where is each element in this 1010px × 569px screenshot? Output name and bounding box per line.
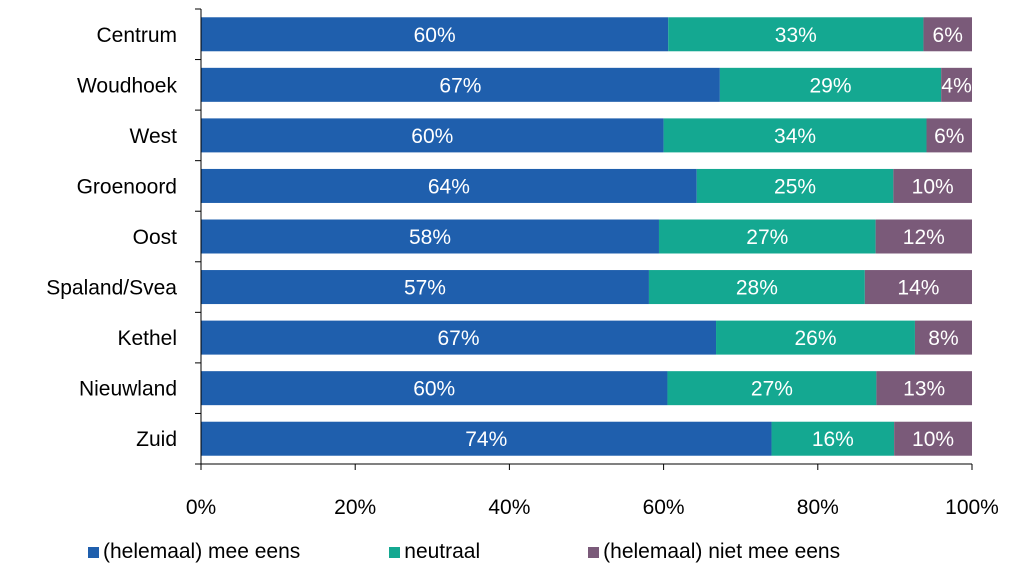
bar-segment-3-4 (893, 168, 972, 203)
bar-segment-1-6 (201, 270, 649, 305)
data-label: 13% (903, 378, 945, 401)
data-label: 60% (414, 24, 456, 47)
legend-label: (helemaal) mee eens (103, 540, 301, 563)
data-label: 34% (774, 125, 816, 148)
axes-group: Centrum Woudhoek West Groenoord Oost Spaland/… (46, 8, 999, 519)
legend: (helemaal) mee eens neutraal (helemaal) ni… (88, 537, 840, 567)
data-label: 16% (812, 428, 854, 451)
data-label: 67% (437, 327, 479, 350)
data-label: 10% (912, 175, 954, 198)
data-label: 29% (810, 74, 852, 97)
bar-segment-3-2 (941, 67, 972, 102)
x-tick-label: 80% (797, 496, 839, 519)
bar-segment-3-3 (926, 118, 972, 153)
legend-label: (helemaal) niet mee eens (603, 540, 841, 563)
bar-segment-1-8 (201, 371, 668, 406)
data-label: 6% (934, 125, 964, 148)
legend-item: (helemaal) mee eens (88, 540, 300, 564)
bar-segment-3-6 (864, 270, 972, 305)
bar-segment-3-5 (875, 219, 972, 254)
legend-swatch (389, 546, 401, 558)
x-tick-label: 60% (643, 496, 685, 519)
bar-segment-2-6 (648, 270, 865, 305)
legend-item: neutraal (389, 540, 480, 564)
bar-segment-2-4 (696, 168, 894, 203)
bar-segment-2-7 (716, 320, 915, 355)
category-label: Woudhoek (77, 74, 178, 97)
category-label: Nieuwland (79, 378, 177, 401)
category-label: Kethel (117, 327, 177, 350)
bar-segment-2-2 (719, 67, 942, 102)
data-label: 28% (736, 277, 778, 300)
bar-segment-1-4 (201, 168, 697, 203)
bar-segment-1-3 (201, 118, 664, 153)
data-label: 74% (465, 428, 507, 451)
data-label: 67% (439, 74, 481, 97)
category-label: Oost (133, 226, 178, 249)
bar-segment-1-1 (201, 17, 669, 52)
data-label: 64% (428, 175, 470, 198)
data-label: 27% (746, 226, 788, 249)
x-tick-label: 20% (334, 496, 376, 519)
data-label: 8% (928, 327, 958, 350)
bar-segment-2-1 (668, 17, 924, 52)
bar-segment-3-1 (923, 17, 972, 52)
data-label: 25% (774, 175, 816, 198)
category-label: West (130, 125, 178, 148)
data-label: 60% (411, 125, 453, 148)
category-label: Groenoord (77, 175, 177, 198)
legend-swatch (88, 546, 99, 558)
bar-segment-1-5 (201, 219, 659, 254)
bar-segment-2-3 (663, 118, 927, 153)
category-label: Zuid (136, 428, 177, 451)
category-label: Centrum (96, 24, 177, 47)
data-label: 26% (794, 327, 836, 350)
bar-segment-1-9 (201, 421, 772, 456)
x-tick-label: 40% (488, 496, 530, 519)
bar-segment-2-9 (771, 421, 895, 456)
bar-segment-1-7 (201, 320, 717, 355)
data-label: 14% (897, 277, 939, 300)
legend-label: neutraal (404, 540, 481, 563)
legend-item: (helemaal) niet mee eens (588, 540, 840, 564)
data-label: 12% (903, 226, 945, 249)
data-label: 4% (941, 74, 971, 97)
data-label: 6% (933, 24, 963, 47)
category-label: Spaland/Svea (46, 277, 177, 300)
bar-segment-3-9 (894, 421, 972, 456)
data-label: 60% (413, 378, 455, 401)
data-label: 27% (751, 378, 793, 401)
bar-segment-3-8 (876, 371, 972, 406)
x-tick-label: 0% (186, 496, 216, 519)
bar-segment-1-2 (201, 67, 720, 102)
legend-swatch (588, 546, 600, 558)
bar-segment-2-8 (667, 371, 877, 406)
x-tick-label: 100% (945, 496, 999, 519)
data-label: 33% (775, 24, 817, 47)
bar-segment-3-7 (914, 320, 972, 355)
data-label: 57% (404, 277, 446, 300)
data-label: 58% (409, 226, 451, 249)
data-label: 10% (912, 428, 954, 451)
stacked-bar-chart: 60% 33% 6% 67% 29% 4% 60% 34% 6% 64% 25% 10% 58% 27% 1… (46, 8, 999, 519)
bar-segment-2-5 (658, 219, 876, 254)
bars-group: 60% 33% 6% 67% 29% 4% 60% 34% 6% 64% 25% 10% 58% 27% 1… (201, 17, 972, 456)
